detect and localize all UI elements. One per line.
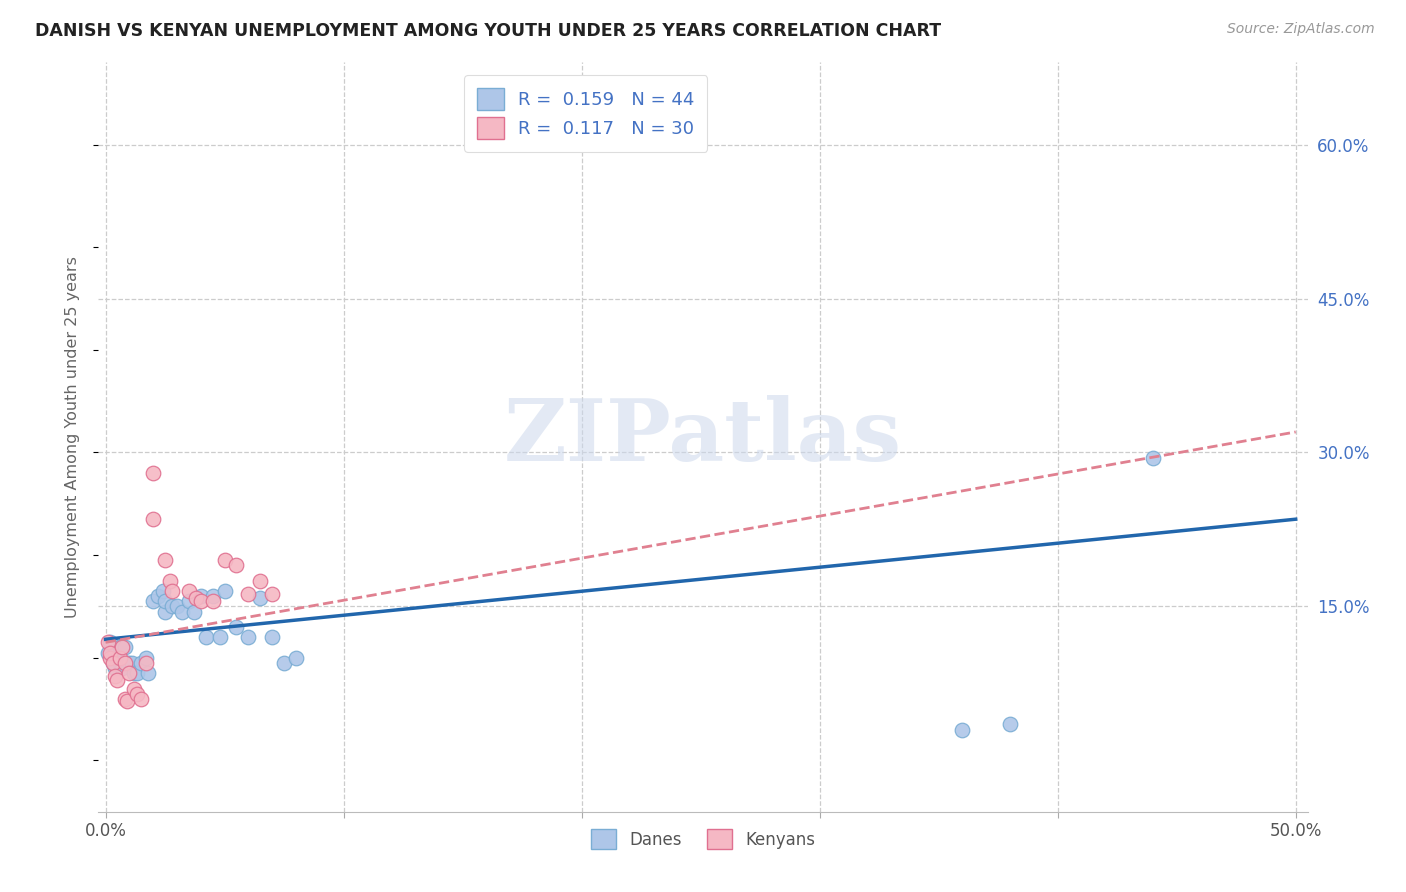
Point	[125, 666, 148, 681]
Point	[135, 650, 157, 665]
Point	[998, 717, 1021, 731]
Point	[97, 635, 120, 649]
Point	[101, 656, 124, 670]
Point	[153, 605, 176, 619]
Point	[249, 574, 271, 588]
Point	[104, 661, 127, 675]
Point	[107, 650, 129, 665]
Point	[118, 666, 141, 681]
Point	[1142, 450, 1164, 465]
Legend: Danes, Kenyans: Danes, Kenyans	[585, 822, 821, 855]
Point	[108, 640, 131, 655]
Point	[146, 589, 169, 603]
Point	[170, 605, 193, 619]
Point	[208, 630, 231, 644]
Point	[177, 584, 200, 599]
Point	[114, 691, 136, 706]
Text: DANISH VS KENYAN UNEMPLOYMENT AMONG YOUTH UNDER 25 YEARS CORRELATION CHART: DANISH VS KENYAN UNEMPLOYMENT AMONG YOUT…	[35, 22, 941, 40]
Point	[97, 646, 120, 660]
Y-axis label: Unemployment Among Youth under 25 years: Unemployment Among Youth under 25 years	[65, 256, 80, 618]
Point	[184, 591, 207, 606]
Point	[214, 553, 236, 567]
Point	[238, 630, 260, 644]
Point	[129, 691, 152, 706]
Point	[108, 656, 131, 670]
Point	[114, 656, 136, 670]
Point	[101, 656, 124, 670]
Point	[108, 650, 131, 665]
Point	[135, 656, 157, 670]
Text: ZIPatlas: ZIPatlas	[503, 395, 903, 479]
Point	[122, 666, 145, 681]
Point	[201, 589, 224, 603]
Point	[952, 723, 974, 737]
Point	[98, 650, 121, 665]
Point	[122, 681, 145, 696]
Point	[98, 635, 121, 649]
Point	[111, 640, 134, 655]
Point	[159, 574, 181, 588]
Point	[160, 599, 183, 614]
Point	[98, 646, 121, 660]
Point	[121, 656, 143, 670]
Point	[142, 466, 165, 480]
Point	[238, 587, 260, 601]
Point	[571, 128, 593, 142]
Point	[142, 594, 165, 608]
Point	[104, 669, 127, 683]
Point	[225, 558, 247, 573]
Point	[129, 656, 152, 670]
Point	[183, 605, 205, 619]
Point	[104, 646, 127, 660]
Point	[115, 694, 138, 708]
Text: Source: ZipAtlas.com: Source: ZipAtlas.com	[1227, 22, 1375, 37]
Point	[166, 599, 188, 614]
Point	[142, 512, 165, 526]
Point	[101, 650, 124, 665]
Point	[153, 553, 176, 567]
Point	[214, 584, 236, 599]
Point	[115, 656, 138, 670]
Point	[125, 687, 148, 701]
Point	[190, 589, 212, 603]
Point	[152, 584, 174, 599]
Point	[194, 630, 217, 644]
Point	[107, 673, 129, 688]
Point	[285, 650, 308, 665]
Point	[225, 620, 247, 634]
Point	[201, 594, 224, 608]
Point	[273, 656, 295, 670]
Point	[177, 594, 200, 608]
Point	[262, 587, 284, 601]
Point	[118, 656, 141, 670]
Point	[114, 640, 136, 655]
Point	[249, 591, 271, 606]
Point	[153, 594, 176, 608]
Point	[138, 666, 160, 681]
Point	[111, 661, 134, 675]
Point	[262, 630, 284, 644]
Point	[160, 584, 183, 599]
Point	[190, 594, 212, 608]
